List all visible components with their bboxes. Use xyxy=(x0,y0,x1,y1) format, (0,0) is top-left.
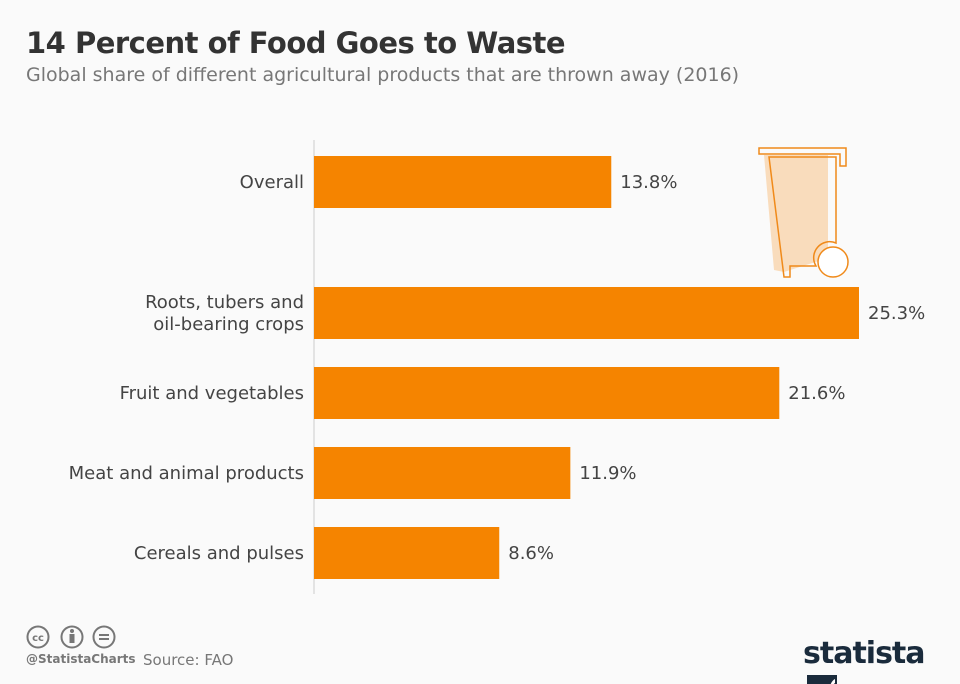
source-note: Source: FAO xyxy=(143,651,234,669)
data-label: 21.6% xyxy=(788,383,845,404)
bar xyxy=(314,156,612,208)
data-label: 8.6% xyxy=(508,543,554,564)
category-label: Overall xyxy=(240,172,304,193)
svg-text:cc: cc xyxy=(32,633,44,644)
category-label: Fruit and vegetables xyxy=(120,383,304,404)
bar xyxy=(314,527,500,579)
chart-subtitle: Global share of different agricultural p… xyxy=(26,64,740,86)
bar xyxy=(314,287,859,339)
data-label: 13.8% xyxy=(620,172,677,193)
category-label: Cereals and pulses xyxy=(134,543,304,564)
statista-logo-mark xyxy=(807,675,837,684)
twitter-handle[interactable]: @StatistaCharts xyxy=(26,652,136,666)
bar xyxy=(314,447,571,499)
category-label: Roots, tubers and oil-bearing crops xyxy=(145,292,304,335)
statista-logo[interactable]: statista xyxy=(803,636,960,684)
license-icons: cc xyxy=(26,625,116,649)
by-icon xyxy=(60,625,84,649)
bar xyxy=(314,367,780,419)
chart-title: 14 Percent of Food Goes to Waste xyxy=(26,26,566,60)
trash-bin-icon xyxy=(758,147,849,278)
category-label: Meat and animal products xyxy=(69,463,304,484)
cc-icon: cc xyxy=(26,625,50,649)
data-label: 11.9% xyxy=(579,463,636,484)
nd-icon xyxy=(92,625,116,649)
data-label: 25.3% xyxy=(868,303,925,324)
